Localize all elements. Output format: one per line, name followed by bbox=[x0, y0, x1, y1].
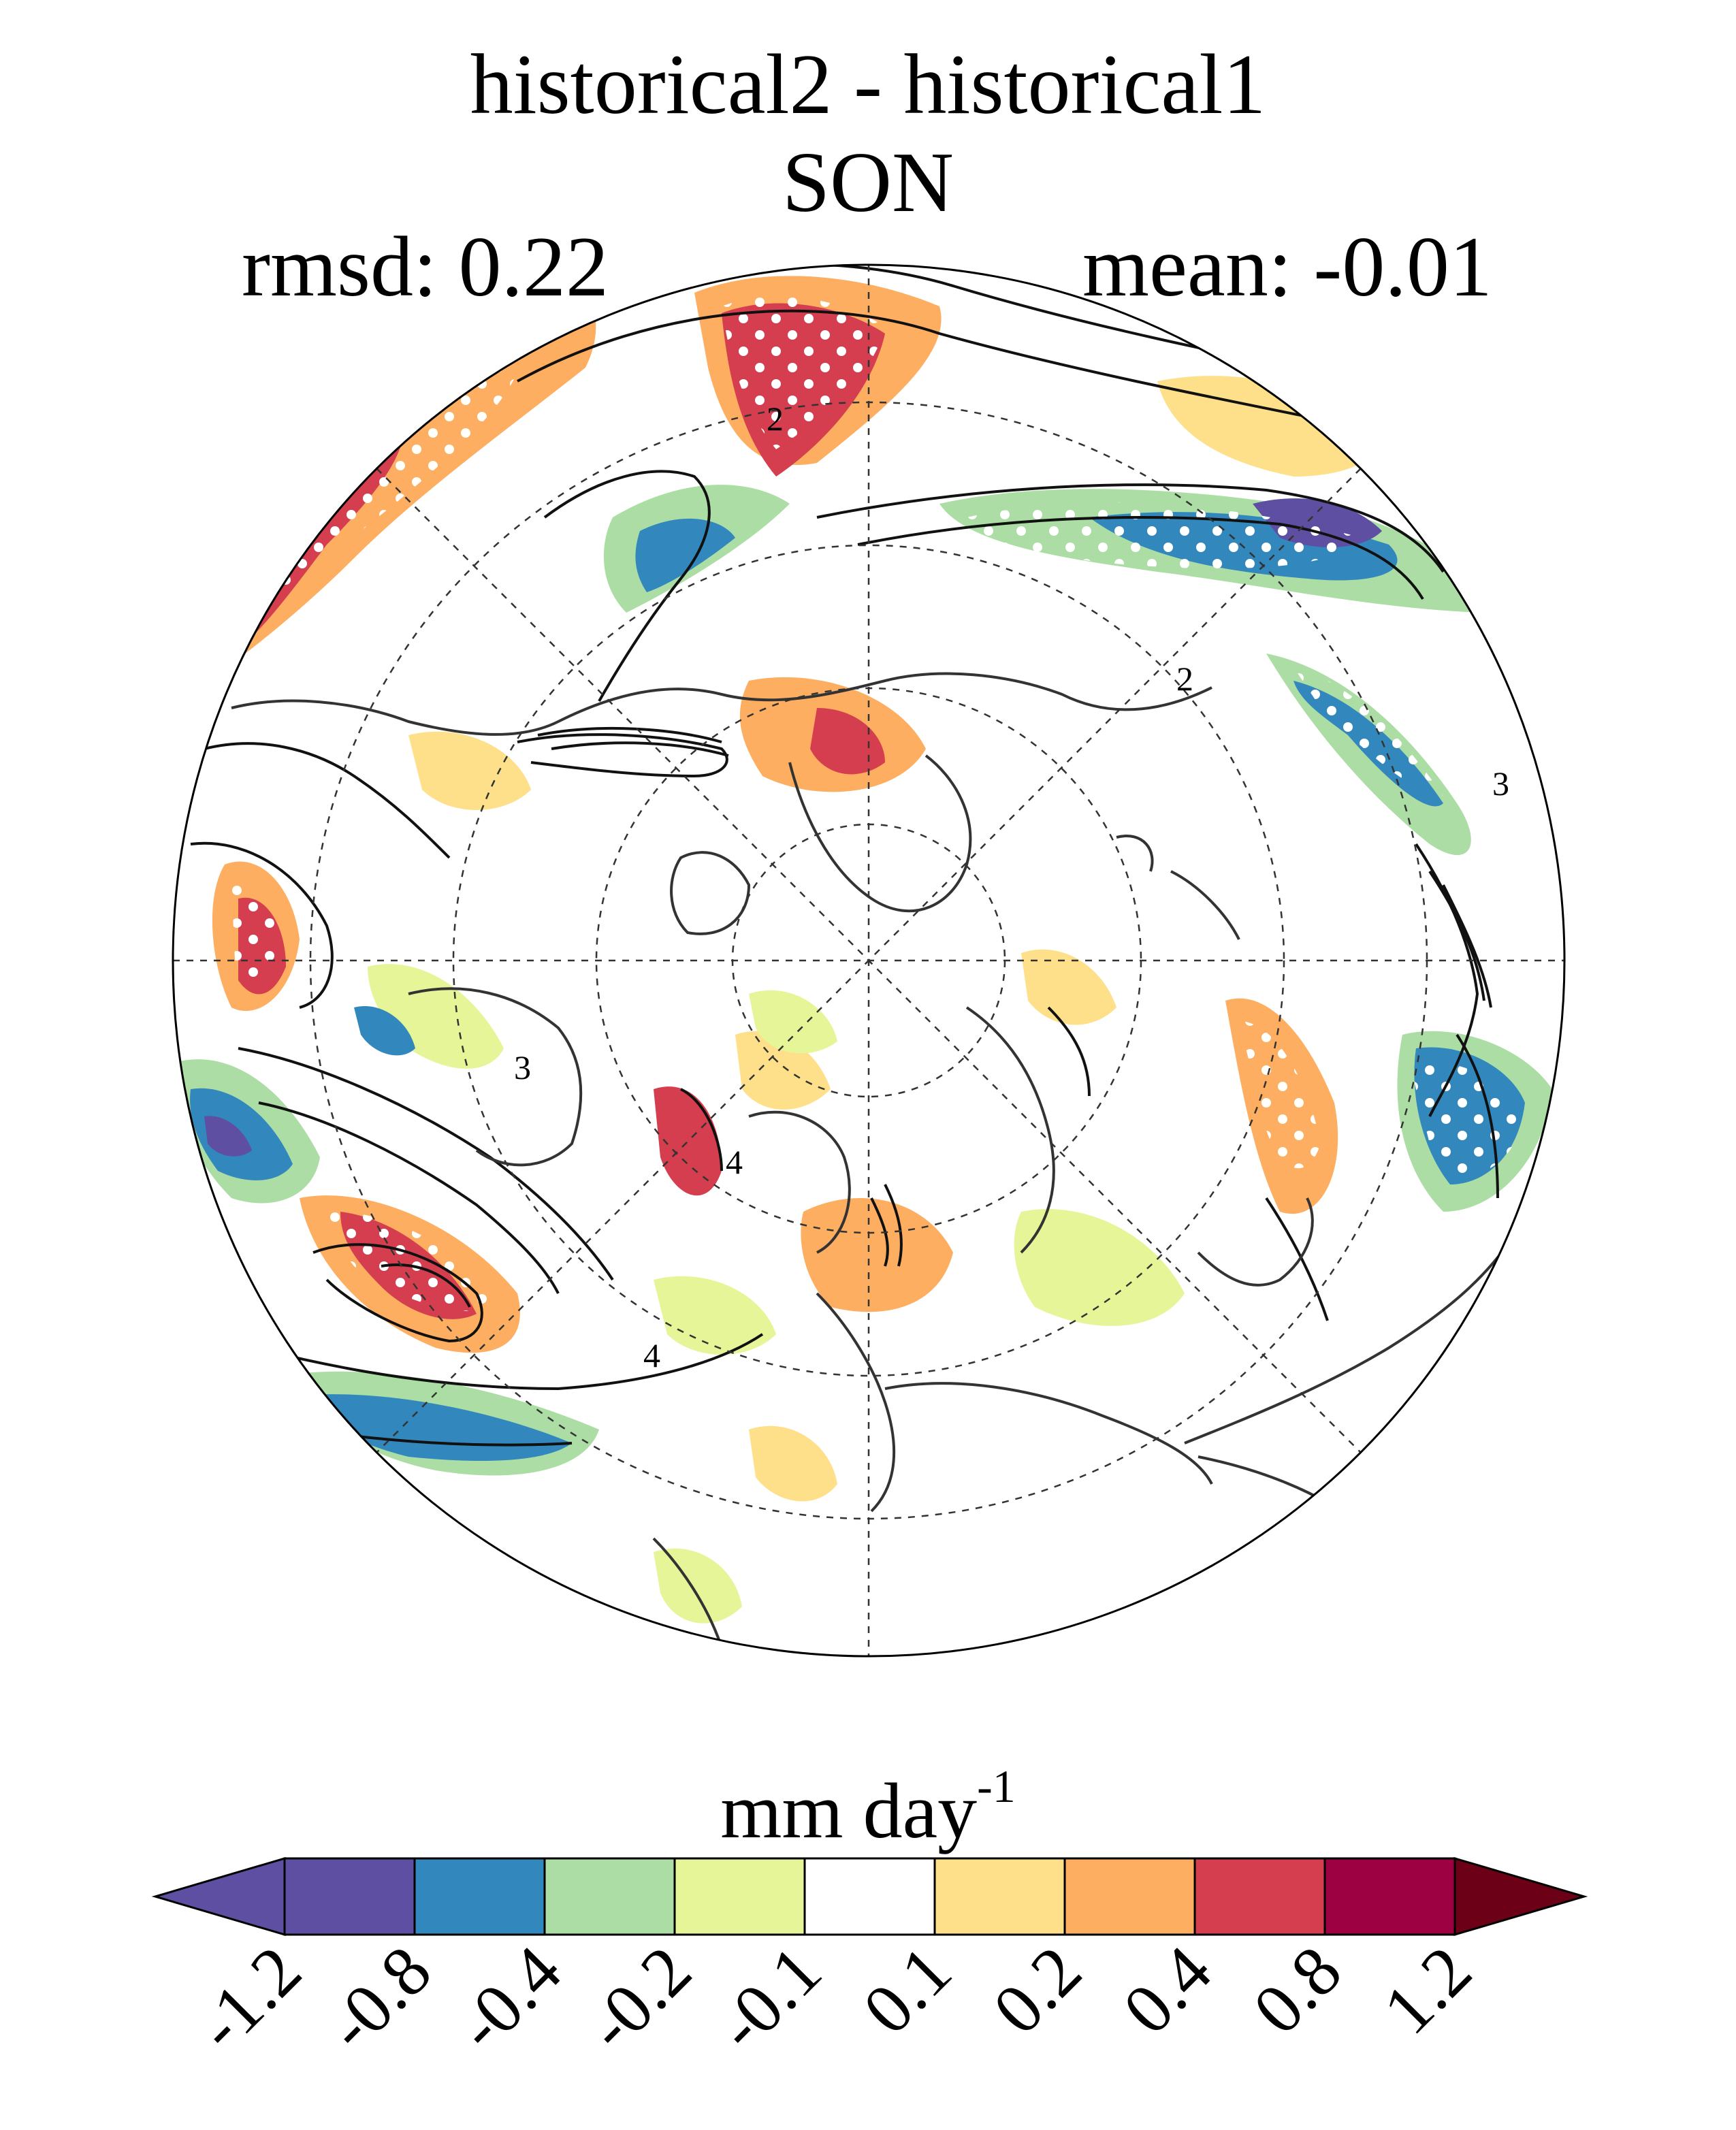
colorbar-tick-label: 0.2 bbox=[978, 1931, 1096, 2049]
colorbar-swatch bbox=[1063, 1857, 1196, 1936]
colorbar-tick-label: -0.4 bbox=[442, 1931, 577, 2066]
colorbar-tick-label: -0.2 bbox=[572, 1931, 707, 2066]
contour-line bbox=[1428, 870, 1485, 1001]
colorbar-swatch bbox=[413, 1857, 546, 1936]
coastline-hudson bbox=[748, 1110, 851, 1254]
coastline-africa bbox=[652, 1537, 723, 1648]
colorbar-arrow-low bbox=[151, 1856, 286, 1937]
significance-stippling bbox=[313, 1210, 504, 1312]
colorbar-boxes bbox=[151, 1856, 1588, 1937]
coastline-greenland bbox=[670, 851, 751, 935]
contour-line bbox=[312, 1243, 483, 1343]
units-text: mm day bbox=[720, 1768, 978, 1855]
coastline-scandinavia bbox=[965, 1006, 1055, 1254]
units-exponent: -1 bbox=[977, 1760, 1016, 1812]
contour-line bbox=[204, 742, 451, 859]
contour-label: 2 bbox=[1176, 660, 1193, 698]
contour-line bbox=[381, 1263, 471, 1308]
colorbar-tick-label: -0.1 bbox=[702, 1931, 837, 2066]
colorbar-swatch bbox=[1193, 1857, 1326, 1936]
graticule bbox=[173, 265, 1564, 1656]
region-weak-negative-anomaly bbox=[654, 1548, 742, 1624]
contour-line bbox=[1047, 1006, 1091, 1097]
region-negative-anomaly bbox=[635, 518, 735, 592]
contour-label: 2 bbox=[767, 400, 784, 438]
colorbar-arrow-high bbox=[1453, 1856, 1588, 1937]
contour-label: 3 bbox=[1492, 764, 1509, 803]
contour-line bbox=[190, 841, 334, 1009]
region-strong-negative-anomaly bbox=[204, 1116, 252, 1157]
colorbar-tick-label: -1.2 bbox=[182, 1931, 317, 2066]
region-weak-positive-anomaly bbox=[749, 1425, 837, 1502]
colorbar: -1.2-0.8-0.4-0.2-0.1 0.1 0.2 0.4 0.8 1.2 bbox=[151, 1856, 1588, 2066]
contour-label: 4 bbox=[643, 1336, 660, 1374]
coastline-middle-east bbox=[1184, 1238, 1513, 1445]
contour-line bbox=[238, 1047, 614, 1281]
contour-line bbox=[258, 1101, 560, 1294]
colorbar-swatch bbox=[1323, 1857, 1456, 1936]
colorbar-tick-label: -0.8 bbox=[312, 1931, 447, 2066]
contour-line bbox=[816, 483, 1445, 573]
coastline-atlantic bbox=[816, 1292, 896, 1513]
contour-line bbox=[543, 470, 711, 702]
coastline-island bbox=[1116, 835, 1154, 872]
contour-line bbox=[1456, 1033, 1499, 1199]
region-positive-anomaly bbox=[801, 1198, 953, 1312]
colorbar-swatch bbox=[543, 1857, 676, 1936]
chart-title: historical2 - historical1 bbox=[470, 37, 1266, 132]
precip-difference-field bbox=[176, 265, 1552, 1648]
region-weak-negative-anomaly bbox=[368, 964, 504, 1069]
chart-subtitle-season: SON bbox=[782, 135, 954, 230]
colorbar-tick-labels: -1.2-0.8-0.4-0.2-0.1 0.1 0.2 0.4 0.8 1.2 bbox=[182, 1931, 1487, 2066]
contour-label-group: 2 2 3 3 4 4 bbox=[514, 400, 1509, 1374]
region-weak-positive-anomaly bbox=[1021, 949, 1116, 1025]
colorbar-units: mm day-1 bbox=[0, 1763, 1736, 1851]
significance-stippling bbox=[231, 884, 279, 980]
contour-line bbox=[1442, 884, 1492, 1008]
region-negative-anomaly bbox=[354, 1006, 415, 1056]
contour-line bbox=[857, 516, 1424, 600]
contour-line bbox=[1415, 843, 1479, 1117]
coastline-arctic-islands bbox=[788, 754, 972, 913]
longitude-line bbox=[376, 468, 1362, 1453]
contour-line bbox=[1265, 1197, 1329, 1321]
colorbar-tick-label: 0.4 bbox=[1108, 1931, 1226, 2049]
contour-line bbox=[870, 1197, 889, 1267]
coastlines bbox=[231, 672, 1513, 1648]
contour-label: 4 bbox=[726, 1143, 743, 1181]
coastline-north-asia bbox=[231, 672, 1212, 736]
colorbar-swatch bbox=[283, 1857, 416, 1936]
region-weak-positive-anomaly bbox=[735, 1031, 831, 1110]
colorbar-tick-label: 1.2 bbox=[1368, 1931, 1486, 2049]
colorbar-tick-label: 0.8 bbox=[1238, 1931, 1356, 2049]
region-weak-positive-anomaly bbox=[408, 731, 531, 810]
contour-line bbox=[517, 733, 728, 778]
colorbar-tick-label: 0.1 bbox=[848, 1931, 966, 2049]
significance-stippling bbox=[1239, 1021, 1321, 1169]
coastline-island bbox=[1170, 870, 1240, 940]
mean-value: mean: -0.01 bbox=[1082, 220, 1492, 314]
map-frame bbox=[172, 263, 1566, 1658]
significance-stippling bbox=[722, 296, 885, 449]
coastline-mediterranean bbox=[884, 1382, 1213, 1485]
coastline-north-america bbox=[408, 987, 583, 1167]
latitude-circle bbox=[452, 544, 1285, 1377]
contour-line bbox=[680, 1088, 723, 1172]
colorbar-swatch bbox=[673, 1857, 806, 1936]
significance-stippling bbox=[1293, 667, 1443, 796]
colorbar-swatch bbox=[803, 1857, 936, 1936]
contour-line bbox=[537, 727, 722, 743]
contour-label: 3 bbox=[514, 1048, 531, 1086]
region-weak-negative-anomaly bbox=[654, 1276, 776, 1355]
region-weak-negative-anomaly bbox=[749, 990, 837, 1054]
polar-map: 2 2 3 3 4 4 bbox=[172, 263, 1566, 1658]
contour-line bbox=[884, 1184, 903, 1267]
rmsd-value: rmsd: 0.22 bbox=[242, 220, 609, 314]
contour-line bbox=[551, 741, 729, 757]
region-weak-negative-anomaly bbox=[1014, 1209, 1185, 1326]
colorbar-swatch bbox=[933, 1857, 1066, 1936]
region-strong-positive-anomaly bbox=[810, 708, 885, 775]
coastline-caspian bbox=[1197, 1197, 1314, 1287]
